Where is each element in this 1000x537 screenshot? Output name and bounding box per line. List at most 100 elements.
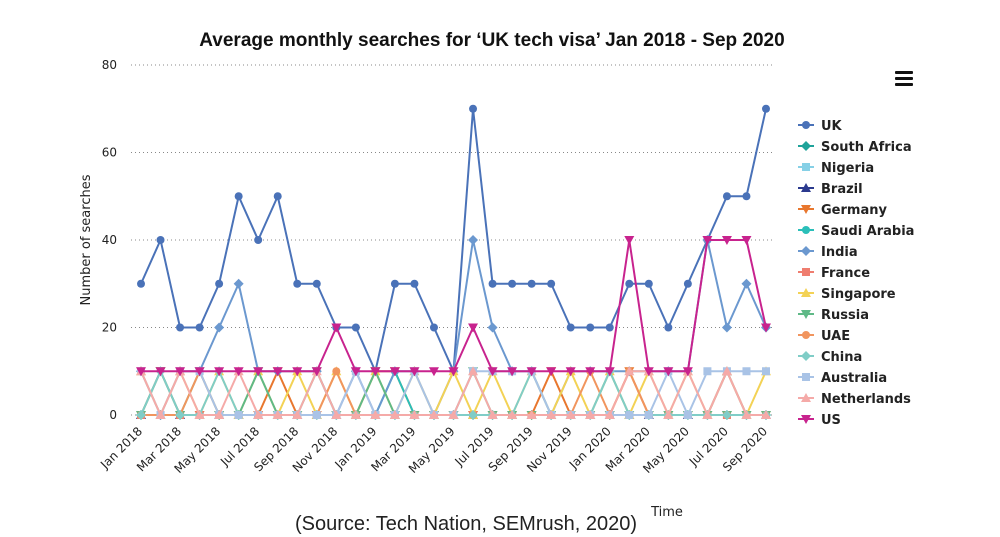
legend-label: Germany bbox=[821, 203, 887, 218]
legend-label: France bbox=[821, 266, 870, 281]
data-point-netherlands bbox=[292, 410, 303, 419]
data-point-uk bbox=[547, 279, 556, 288]
legend-item-uae[interactable]: UAE bbox=[798, 329, 850, 344]
data-point-china bbox=[468, 410, 479, 420]
data-point-netherlands bbox=[526, 410, 537, 419]
data-point-uk bbox=[625, 279, 634, 288]
data-point-uk bbox=[683, 279, 692, 288]
data-point-netherlands bbox=[468, 366, 479, 376]
data-point-australia bbox=[742, 367, 751, 376]
data-point-netherlands bbox=[448, 410, 459, 419]
data-point-uk bbox=[488, 279, 497, 288]
data-point-netherlands bbox=[409, 410, 420, 419]
data-point-netherlands bbox=[350, 410, 361, 419]
data-point-netherlands bbox=[389, 410, 400, 419]
data-point-uk bbox=[156, 236, 165, 244]
legend-item-australia[interactable]: Australia bbox=[798, 371, 887, 386]
legend-item-netherlands[interactable]: Netherlands bbox=[798, 392, 911, 407]
data-point-uk bbox=[742, 192, 751, 201]
legend-marker bbox=[801, 393, 811, 402]
data-point-us bbox=[468, 323, 479, 333]
data-point-netherlands bbox=[370, 410, 381, 419]
data-point-australia bbox=[683, 411, 692, 419]
data-point-uk bbox=[586, 323, 595, 332]
legend-label: UAE bbox=[821, 329, 850, 344]
legend-marker bbox=[801, 310, 811, 319]
y-tick-label: 20 bbox=[102, 321, 117, 335]
data-point-netherlands bbox=[663, 410, 674, 419]
data-point-us bbox=[624, 236, 635, 245]
data-point-uk bbox=[605, 323, 614, 332]
data-point-us bbox=[526, 367, 537, 377]
legend-marker bbox=[801, 288, 811, 297]
data-point-uk bbox=[234, 192, 243, 201]
legend-item-brazil[interactable]: Brazil bbox=[798, 182, 863, 197]
legend-item-china[interactable]: China bbox=[798, 350, 862, 365]
data-point-netherlands bbox=[487, 410, 498, 419]
legend-item-france[interactable]: France bbox=[798, 266, 870, 281]
data-point-us bbox=[214, 367, 225, 377]
data-point-us bbox=[370, 367, 381, 377]
data-point-netherlands bbox=[585, 410, 596, 419]
data-point-uk bbox=[390, 279, 399, 288]
data-point-uk bbox=[410, 279, 419, 288]
legend-label: US bbox=[821, 413, 841, 428]
data-point-india bbox=[721, 322, 732, 333]
data-point-us bbox=[663, 367, 674, 377]
data-point-us bbox=[565, 367, 576, 377]
series-us bbox=[136, 236, 771, 377]
data-point-us bbox=[155, 367, 166, 377]
data-point-uk bbox=[644, 279, 653, 288]
legend-marker bbox=[802, 226, 810, 234]
hamburger-menu-icon[interactable] bbox=[892, 68, 916, 90]
legend-label: Australia bbox=[821, 371, 887, 386]
legend-label: Netherlands bbox=[821, 392, 911, 407]
legend-item-uk[interactable]: UK bbox=[798, 119, 843, 134]
data-point-india bbox=[741, 278, 752, 289]
legend-item-us[interactable]: US bbox=[798, 413, 841, 428]
data-point-india bbox=[233, 278, 244, 289]
legend-item-singapore[interactable]: Singapore bbox=[798, 287, 896, 302]
data-point-uk bbox=[429, 323, 438, 332]
source-caption: (Source: Tech Nation, SEMrush, 2020) bbox=[295, 513, 637, 535]
legend: UK South Africa Nigeria Brazil Germany Saudi … bbox=[798, 119, 914, 428]
legend-marker bbox=[801, 183, 811, 192]
data-point-us bbox=[448, 367, 459, 377]
legend-item-south-africa[interactable]: South Africa bbox=[798, 140, 912, 155]
legend-marker bbox=[802, 331, 810, 339]
data-point-us bbox=[682, 367, 693, 377]
data-point-netherlands bbox=[624, 366, 635, 376]
data-point-uk bbox=[273, 192, 282, 201]
legend-label: South Africa bbox=[821, 140, 912, 155]
data-point-us bbox=[604, 367, 615, 377]
data-point-us bbox=[389, 367, 400, 377]
data-point-netherlands bbox=[272, 410, 283, 419]
data-point-india bbox=[468, 235, 479, 245]
data-point-china bbox=[721, 410, 732, 420]
data-point-uk bbox=[137, 279, 145, 288]
legend-item-russia[interactable]: Russia bbox=[798, 308, 869, 323]
y-axis-ticks: 0 20 40 60 80 bbox=[102, 58, 117, 422]
legend-marker bbox=[801, 141, 811, 151]
data-point-uk bbox=[664, 323, 673, 332]
legend-item-india[interactable]: India bbox=[798, 245, 858, 260]
data-point-uk bbox=[195, 323, 204, 332]
legend-item-germany[interactable]: Germany bbox=[798, 203, 887, 218]
legend-marker bbox=[801, 351, 811, 361]
data-point-us bbox=[643, 367, 654, 377]
y-tick-label: 80 bbox=[102, 58, 117, 72]
data-point-uk bbox=[351, 323, 360, 332]
legend-item-saudi-arabia[interactable]: Saudi Arabia bbox=[798, 224, 914, 239]
series-line-us bbox=[141, 239, 767, 373]
legend-item-nigeria[interactable]: Nigeria bbox=[798, 161, 874, 176]
legend-marker bbox=[802, 373, 810, 381]
data-point-netherlands bbox=[331, 410, 342, 419]
legend-label: Saudi Arabia bbox=[821, 224, 914, 239]
data-point-uk bbox=[176, 323, 185, 332]
data-point-us bbox=[292, 367, 303, 377]
data-point-netherlands bbox=[428, 410, 439, 419]
data-point-australia bbox=[703, 367, 712, 376]
data-point-china bbox=[175, 410, 186, 420]
data-point-us bbox=[487, 367, 498, 377]
